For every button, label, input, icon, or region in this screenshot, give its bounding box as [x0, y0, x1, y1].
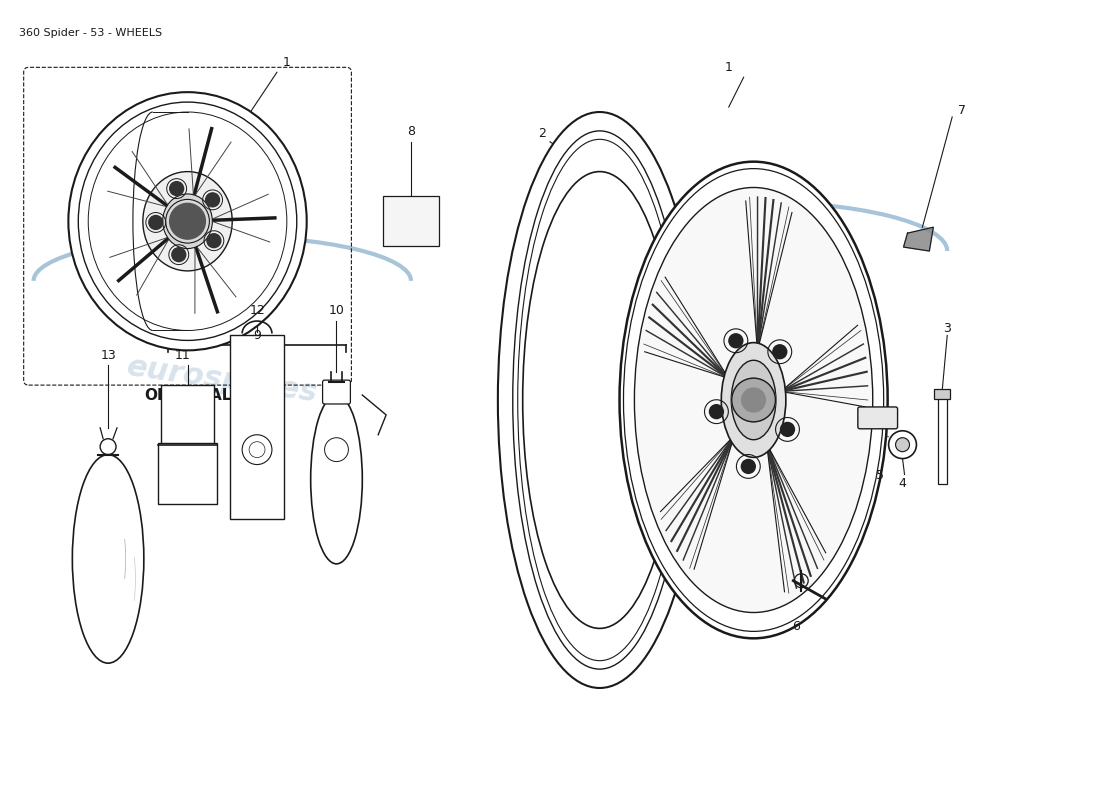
- FancyBboxPatch shape: [383, 197, 439, 246]
- FancyBboxPatch shape: [157, 442, 218, 504]
- Text: 10: 10: [329, 304, 344, 317]
- Circle shape: [148, 215, 163, 230]
- Text: 9: 9: [253, 329, 261, 342]
- Text: 12: 12: [250, 304, 265, 317]
- Circle shape: [781, 422, 794, 436]
- Ellipse shape: [732, 360, 775, 440]
- Text: 3: 3: [944, 322, 952, 335]
- Circle shape: [773, 345, 786, 358]
- Ellipse shape: [143, 171, 232, 271]
- FancyBboxPatch shape: [858, 407, 898, 429]
- Circle shape: [206, 193, 220, 207]
- Circle shape: [207, 234, 221, 248]
- FancyBboxPatch shape: [322, 380, 351, 404]
- Circle shape: [741, 459, 756, 474]
- Text: eurospares: eurospares: [124, 352, 320, 408]
- Polygon shape: [903, 227, 933, 251]
- FancyBboxPatch shape: [161, 385, 214, 445]
- FancyBboxPatch shape: [934, 389, 950, 399]
- Ellipse shape: [635, 187, 872, 613]
- Circle shape: [710, 405, 724, 418]
- Text: 1: 1: [283, 56, 290, 69]
- Circle shape: [169, 203, 206, 239]
- Text: 2: 2: [538, 127, 546, 140]
- Text: 1: 1: [725, 61, 733, 74]
- Text: eurospares: eurospares: [651, 392, 846, 448]
- Ellipse shape: [619, 162, 888, 638]
- Text: 360 Spider - 53 - WHEELS: 360 Spider - 53 - WHEELS: [19, 28, 162, 38]
- Text: 8: 8: [407, 126, 415, 138]
- Text: 5: 5: [876, 469, 883, 482]
- Text: OPTIONAL: OPTIONAL: [144, 387, 231, 402]
- Ellipse shape: [68, 92, 307, 350]
- Circle shape: [895, 438, 910, 452]
- Ellipse shape: [310, 395, 362, 564]
- Circle shape: [172, 248, 186, 262]
- Ellipse shape: [722, 342, 785, 458]
- Text: 7: 7: [958, 103, 966, 117]
- Text: 11: 11: [175, 349, 190, 362]
- FancyBboxPatch shape: [938, 395, 947, 485]
- Circle shape: [729, 334, 743, 348]
- Text: 6: 6: [792, 620, 800, 633]
- Text: 4: 4: [899, 477, 906, 490]
- Text: 13: 13: [100, 349, 116, 362]
- Circle shape: [741, 388, 766, 412]
- Circle shape: [169, 182, 184, 195]
- FancyBboxPatch shape: [230, 335, 284, 519]
- Ellipse shape: [498, 112, 702, 688]
- Ellipse shape: [163, 194, 212, 249]
- Ellipse shape: [73, 454, 144, 663]
- Circle shape: [732, 378, 775, 422]
